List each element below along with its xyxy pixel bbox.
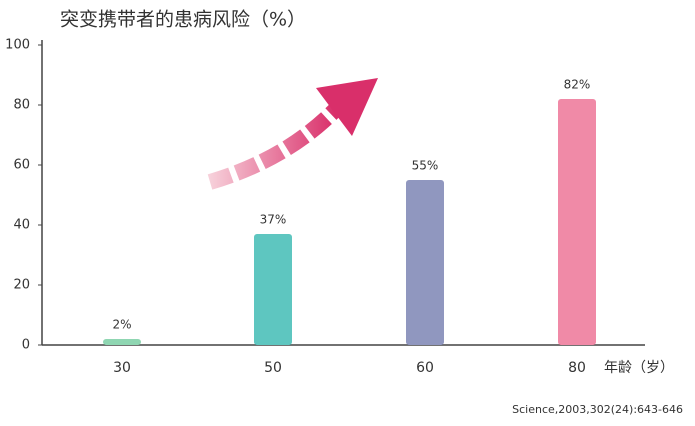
- bar: [254, 234, 292, 345]
- chart-title: 突变携带者的患病风险（%）: [60, 9, 306, 31]
- value-label: 2%: [112, 318, 131, 332]
- x-tick-label: 80: [568, 360, 586, 376]
- y-tick-label: 100: [5, 38, 30, 53]
- y-tick-label: 60: [13, 158, 30, 173]
- y-tick-label: 80: [13, 98, 30, 113]
- trend-arrow: [207, 78, 378, 190]
- y-tick-label: 40: [13, 218, 30, 233]
- x-tick-label: 60: [416, 360, 434, 376]
- value-label: 82%: [564, 78, 591, 92]
- y-tick-label: 20: [13, 278, 30, 293]
- x-tick-label: 50: [264, 360, 282, 376]
- source: Science,2003,302(24):643-646: [512, 403, 683, 416]
- value-label: 37%: [260, 213, 287, 227]
- x-axis-label: 年龄（岁）: [604, 360, 674, 376]
- bar: [558, 99, 596, 345]
- bar: [406, 180, 444, 345]
- bar: [103, 339, 141, 345]
- y-tick-label: 0: [22, 338, 30, 353]
- value-label: 55%: [412, 159, 439, 173]
- x-tick-label: 30: [113, 360, 131, 376]
